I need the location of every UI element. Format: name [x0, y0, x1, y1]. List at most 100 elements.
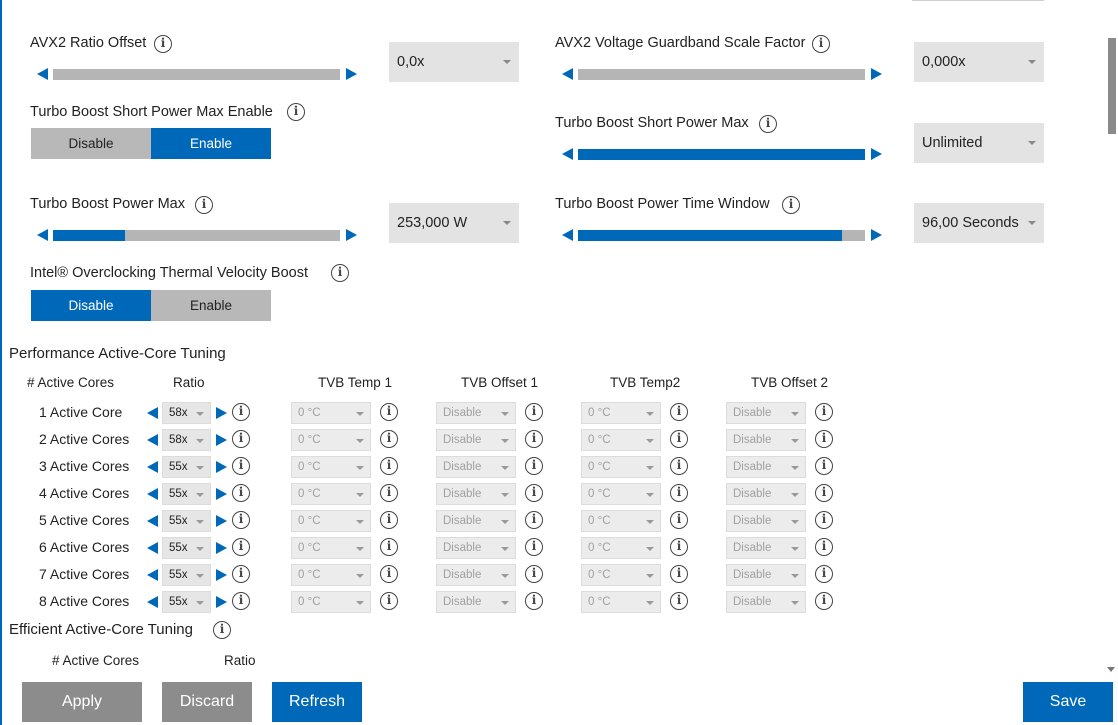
avx2-ratio-offset-dropdown[interactable]: 0,0x	[389, 42, 519, 82]
avx2-ratio-offset-slider[interactable]	[53, 69, 340, 80]
ratio-dropdown[interactable]: 55x	[162, 483, 211, 505]
arrow-left-icon[interactable]	[147, 515, 158, 527]
arrow-left-icon[interactable]	[37, 68, 48, 80]
toggle-enable-option[interactable]: Enable	[151, 128, 271, 159]
info-icon[interactable]: i	[287, 103, 305, 121]
info-icon[interactable]: i	[525, 538, 543, 556]
info-icon[interactable]: i	[525, 484, 543, 502]
turbo-time-window-slider[interactable]	[578, 230, 865, 241]
info-icon[interactable]: i	[759, 115, 777, 133]
turbo-power-max-slider[interactable]	[53, 230, 340, 241]
arrow-right-icon[interactable]	[871, 148, 882, 160]
info-icon[interactable]: i	[815, 511, 833, 529]
ratio-dropdown[interactable]: 55x	[162, 537, 211, 559]
arrow-left-icon[interactable]	[147, 461, 158, 473]
scroll-down-arrow-icon[interactable]	[1107, 667, 1115, 672]
turbo-power-max-dropdown[interactable]: 253,000 W	[389, 203, 519, 243]
info-icon[interactable]: i	[154, 35, 172, 53]
arrow-left-icon[interactable]	[147, 569, 158, 581]
arrow-right-icon[interactable]	[216, 515, 227, 527]
info-icon[interactable]: i	[815, 403, 833, 421]
info-icon[interactable]: i	[815, 430, 833, 448]
avx2-voltage-guardband-slider[interactable]	[578, 69, 865, 80]
toggle-enable-option[interactable]: Enable	[151, 290, 271, 321]
arrow-left-icon[interactable]	[37, 229, 48, 241]
info-icon[interactable]: i	[380, 484, 398, 502]
info-icon[interactable]: i	[380, 403, 398, 421]
refresh-button[interactable]: Refresh	[272, 682, 362, 722]
arrow-right-icon[interactable]	[216, 596, 227, 608]
info-icon[interactable]: i	[380, 538, 398, 556]
info-icon[interactable]: i	[331, 264, 349, 282]
info-icon[interactable]: i	[525, 457, 543, 475]
info-icon[interactable]: i	[525, 403, 543, 421]
arrow-left-icon[interactable]	[562, 68, 573, 80]
info-icon[interactable]: i	[525, 565, 543, 583]
toggle-disable-option[interactable]: Disable	[31, 290, 151, 321]
info-icon[interactable]: i	[380, 592, 398, 610]
info-icon[interactable]: i	[670, 538, 688, 556]
info-icon[interactable]: i	[232, 592, 250, 610]
info-icon[interactable]: i	[380, 457, 398, 475]
arrow-right-icon[interactable]	[871, 68, 882, 80]
turbo-short-max-slider[interactable]	[578, 149, 865, 160]
info-icon[interactable]: i	[525, 430, 543, 448]
info-icon[interactable]: i	[232, 430, 250, 448]
toggle-disable-option[interactable]: Disable	[31, 128, 151, 159]
turbo-time-window-dropdown[interactable]: 96,00 Seconds	[914, 203, 1044, 243]
avx2-voltage-guardband-dropdown[interactable]: 0,000x	[914, 42, 1044, 82]
scrollbar-thumb[interactable]	[1108, 38, 1116, 134]
info-icon[interactable]: i	[232, 484, 250, 502]
arrow-left-icon[interactable]	[147, 542, 158, 554]
info-icon[interactable]: i	[815, 484, 833, 502]
info-icon[interactable]: i	[195, 196, 213, 214]
info-icon[interactable]: i	[670, 430, 688, 448]
info-icon[interactable]: i	[525, 592, 543, 610]
info-icon[interactable]: i	[232, 565, 250, 583]
info-icon[interactable]: i	[670, 484, 688, 502]
discard-button[interactable]: Discard	[162, 682, 252, 722]
arrow-left-icon[interactable]	[147, 488, 158, 500]
ratio-dropdown[interactable]: 55x	[162, 564, 211, 586]
arrow-right-icon[interactable]	[871, 229, 882, 241]
info-icon[interactable]: i	[380, 430, 398, 448]
arrow-left-icon[interactable]	[562, 229, 573, 241]
info-icon[interactable]: i	[782, 196, 800, 214]
arrow-right-icon[interactable]	[216, 461, 227, 473]
info-icon[interactable]: i	[812, 35, 830, 53]
info-icon[interactable]: i	[670, 565, 688, 583]
info-icon[interactable]: i	[670, 511, 688, 529]
tvb-toggle[interactable]: Disable Enable	[31, 290, 271, 321]
ratio-dropdown[interactable]: 58x	[162, 429, 211, 451]
arrow-left-icon[interactable]	[147, 596, 158, 608]
info-icon[interactable]: i	[815, 457, 833, 475]
info-icon[interactable]: i	[380, 511, 398, 529]
info-icon[interactable]: i	[232, 403, 250, 421]
arrow-right-icon[interactable]	[346, 229, 357, 241]
info-icon[interactable]: i	[232, 457, 250, 475]
arrow-right-icon[interactable]	[216, 542, 227, 554]
ratio-dropdown[interactable]: 58x	[162, 402, 211, 424]
ratio-dropdown[interactable]: 55x	[162, 456, 211, 478]
ratio-dropdown[interactable]: 55x	[162, 510, 211, 532]
info-icon[interactable]: i	[815, 565, 833, 583]
arrow-right-icon[interactable]	[216, 488, 227, 500]
info-icon[interactable]: i	[213, 621, 231, 639]
info-icon[interactable]: i	[670, 403, 688, 421]
info-icon[interactable]: i	[525, 511, 543, 529]
info-icon[interactable]: i	[670, 457, 688, 475]
apply-button[interactable]: Apply	[22, 682, 142, 722]
arrow-left-icon[interactable]	[147, 434, 158, 446]
arrow-right-icon[interactable]	[346, 68, 357, 80]
turbo-short-enable-toggle[interactable]: Disable Enable	[31, 128, 271, 159]
arrow-left-icon[interactable]	[562, 148, 573, 160]
arrow-right-icon[interactable]	[216, 569, 227, 581]
ratio-dropdown[interactable]: 55x	[162, 591, 211, 613]
info-icon[interactable]: i	[815, 538, 833, 556]
info-icon[interactable]: i	[380, 565, 398, 583]
info-icon[interactable]: i	[815, 592, 833, 610]
info-icon[interactable]: i	[232, 538, 250, 556]
save-button[interactable]: Save	[1023, 682, 1113, 722]
arrow-left-icon[interactable]	[147, 407, 158, 419]
info-icon[interactable]: i	[232, 511, 250, 529]
